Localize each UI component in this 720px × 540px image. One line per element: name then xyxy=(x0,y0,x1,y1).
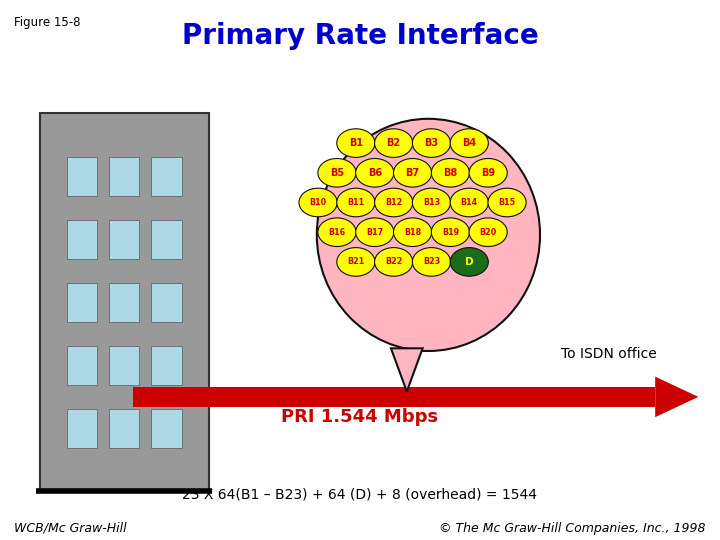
Text: B11: B11 xyxy=(347,198,364,207)
Ellipse shape xyxy=(317,119,540,351)
Bar xyxy=(109,157,140,196)
Text: B1: B1 xyxy=(348,138,363,148)
Circle shape xyxy=(318,159,356,187)
Text: B9: B9 xyxy=(481,168,495,178)
Polygon shape xyxy=(655,377,698,417)
Circle shape xyxy=(356,218,394,246)
Circle shape xyxy=(488,188,526,217)
Circle shape xyxy=(450,247,488,276)
Bar xyxy=(67,220,97,259)
Circle shape xyxy=(393,159,431,187)
Text: D: D xyxy=(465,257,474,267)
Circle shape xyxy=(337,247,375,276)
Circle shape xyxy=(337,129,375,158)
Circle shape xyxy=(469,218,507,246)
Bar xyxy=(67,283,97,322)
Circle shape xyxy=(337,188,375,217)
Bar xyxy=(151,346,181,385)
Text: B22: B22 xyxy=(385,258,402,266)
Text: B23: B23 xyxy=(423,258,440,266)
Text: To ISDN office: To ISDN office xyxy=(561,347,656,361)
Circle shape xyxy=(374,188,413,217)
Circle shape xyxy=(374,247,413,276)
Bar xyxy=(151,220,181,259)
Text: B7: B7 xyxy=(405,168,420,178)
Bar xyxy=(151,409,181,448)
Circle shape xyxy=(469,159,507,187)
Bar xyxy=(133,387,655,407)
Bar xyxy=(109,346,140,385)
Text: B20: B20 xyxy=(480,228,497,237)
Circle shape xyxy=(431,218,469,246)
Text: PRI 1.544 Mbps: PRI 1.544 Mbps xyxy=(282,408,438,426)
Text: B3: B3 xyxy=(424,138,438,148)
Text: B2: B2 xyxy=(387,138,401,148)
Polygon shape xyxy=(391,348,423,392)
Text: © The Mc Graw-Hill Companies, Inc., 1998: © The Mc Graw-Hill Companies, Inc., 1998 xyxy=(439,522,706,535)
Bar xyxy=(40,113,209,491)
Text: B15: B15 xyxy=(498,198,516,207)
Text: B12: B12 xyxy=(385,198,402,207)
Text: B5: B5 xyxy=(330,168,344,178)
Text: B14: B14 xyxy=(461,198,478,207)
Bar xyxy=(67,157,97,196)
Circle shape xyxy=(413,188,451,217)
Circle shape xyxy=(431,159,469,187)
Bar xyxy=(67,409,97,448)
Bar xyxy=(109,409,140,448)
Text: B16: B16 xyxy=(328,228,346,237)
Circle shape xyxy=(356,159,394,187)
Bar xyxy=(151,283,181,322)
Bar xyxy=(67,346,97,385)
Text: B17: B17 xyxy=(366,228,383,237)
Text: Primary Rate Interface: Primary Rate Interface xyxy=(181,22,539,50)
Text: B21: B21 xyxy=(347,258,364,266)
Text: B13: B13 xyxy=(423,198,440,207)
Circle shape xyxy=(450,188,488,217)
Text: B4: B4 xyxy=(462,138,477,148)
Circle shape xyxy=(299,188,337,217)
Circle shape xyxy=(413,247,451,276)
Text: B8: B8 xyxy=(444,168,457,178)
Text: B19: B19 xyxy=(442,228,459,237)
Text: B10: B10 xyxy=(310,198,327,207)
Bar xyxy=(151,157,181,196)
Circle shape xyxy=(393,218,431,246)
Circle shape xyxy=(374,129,413,158)
Text: 23 X 64(B1 – B23) + 64 (D) + 8 (overhead) = 1544: 23 X 64(B1 – B23) + 64 (D) + 8 (overhead… xyxy=(182,487,538,501)
Bar xyxy=(109,220,140,259)
Circle shape xyxy=(413,129,451,158)
Circle shape xyxy=(318,218,356,246)
Text: Figure 15-8: Figure 15-8 xyxy=(14,16,81,29)
Text: WCB/Mc Graw-Hill: WCB/Mc Graw-Hill xyxy=(14,522,127,535)
Text: B6: B6 xyxy=(368,168,382,178)
Circle shape xyxy=(450,129,488,158)
Bar xyxy=(109,283,140,322)
Text: B18: B18 xyxy=(404,228,421,237)
